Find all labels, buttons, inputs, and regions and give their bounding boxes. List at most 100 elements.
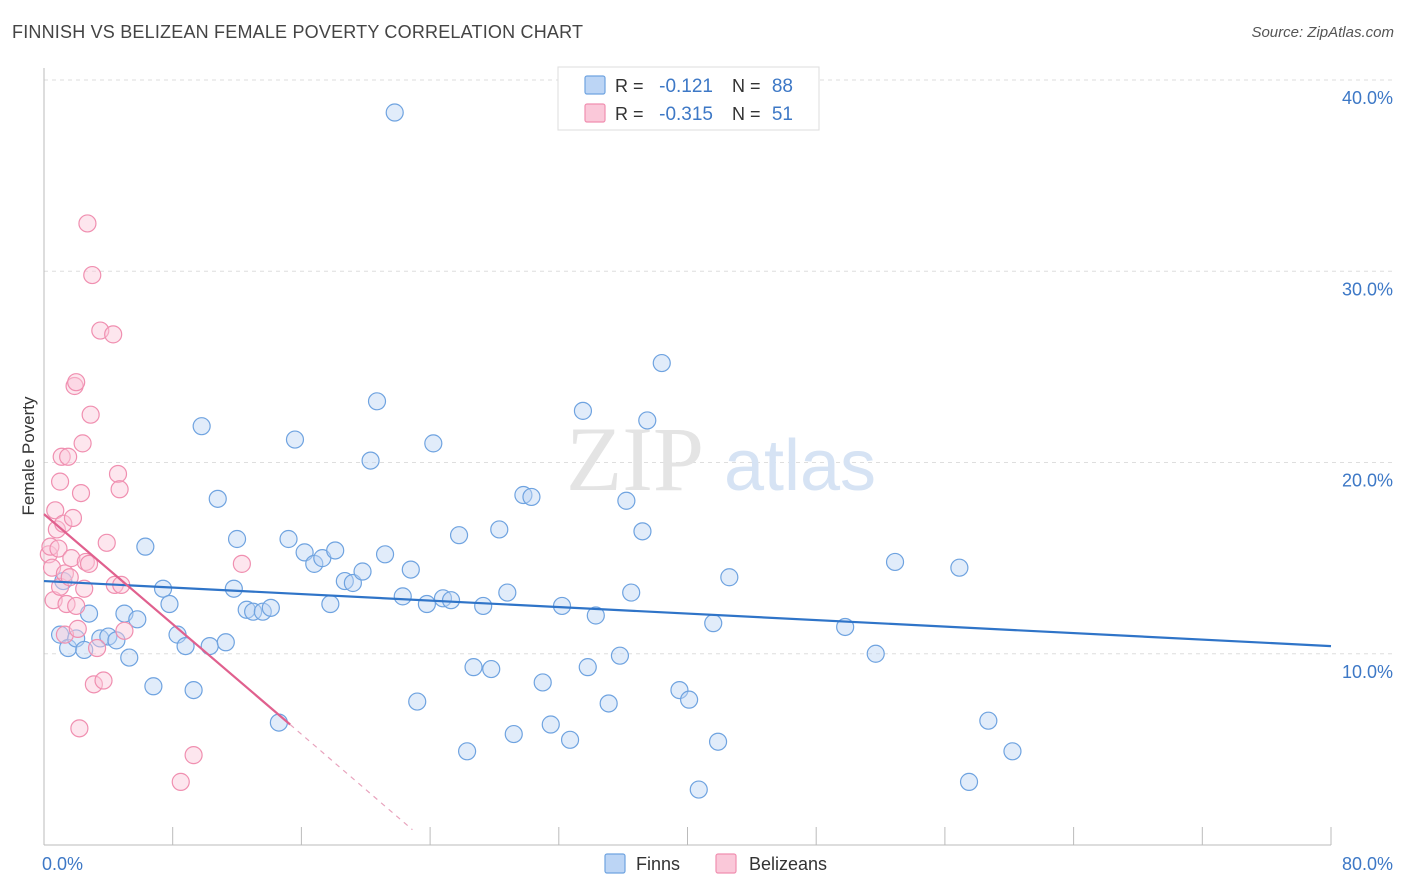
- finns-point-66: [578, 658, 597, 677]
- finns-point-44: [393, 587, 412, 606]
- finns-point-12: [136, 537, 155, 556]
- finns-point-40: [361, 451, 380, 470]
- finns-point-74: [652, 353, 671, 373]
- finns-point-77: [689, 780, 708, 799]
- belizeans-point-8: [50, 472, 70, 491]
- finns-point-56: [490, 520, 509, 539]
- finns-point-25: [237, 600, 256, 619]
- belizeans-trend-extension: [289, 724, 413, 831]
- legend-n-value-finns: 88: [772, 76, 793, 97]
- y-axis-label: Female Poverty: [19, 396, 38, 516]
- finns-point-13: [144, 677, 163, 696]
- finns-point-52: [458, 742, 477, 761]
- finns-trend-line: [43, 579, 1332, 648]
- finns-point-85: [959, 772, 979, 791]
- finns-point-21: [208, 489, 227, 508]
- belizeans-point-38: [108, 464, 128, 484]
- finns-point-57: [498, 583, 517, 602]
- belizeans-point-6: [49, 539, 68, 558]
- y-tick-label-3: 40.0%: [1342, 88, 1393, 108]
- belizeans-point-41: [115, 621, 134, 640]
- legend-swatch-finns: [584, 75, 606, 95]
- y-tick-labels: 10.0% 20.0% 30.0% 40.0%: [1342, 88, 1393, 682]
- legend-bottom-swatch-belizeans: [715, 853, 737, 874]
- finns-point-73: [638, 411, 657, 430]
- finns-point-30: [279, 529, 298, 549]
- finns-point-51: [449, 526, 469, 545]
- finns-point-15: [160, 594, 179, 614]
- finns-point-42: [375, 545, 395, 564]
- legend-stats: R = -0.121 N = 88 R = -0.315 N = 51: [557, 66, 820, 131]
- finns-point-80: [720, 568, 739, 587]
- finns-point-87: [1003, 742, 1022, 761]
- finns-point-18: [184, 680, 203, 700]
- belizeans-point-34: [94, 671, 113, 690]
- legend-swatch-belizeans: [584, 103, 606, 123]
- finns-point-19: [192, 417, 211, 436]
- belizeans-point-21: [68, 619, 87, 638]
- belizeans-point-23: [71, 484, 91, 503]
- finns-point-29: [269, 713, 288, 732]
- finns-point-69: [610, 646, 630, 665]
- belizeans-point-26: [76, 552, 95, 572]
- finns-point-14: [153, 579, 173, 598]
- belizeans-point-27: [78, 214, 97, 233]
- finns-point-50: [441, 591, 461, 610]
- belizeans-point-39: [110, 480, 129, 499]
- belizeans-point-20: [67, 596, 86, 616]
- y-tick-label-2: 30.0%: [1342, 279, 1393, 299]
- legend-r-value-finns: -0.121: [659, 76, 713, 97]
- finns-point-60: [522, 487, 541, 507]
- finns-point-72: [633, 522, 652, 541]
- finns-point-28: [261, 598, 280, 617]
- finns-point-55: [482, 659, 501, 679]
- source-label: Source: ZipAtlas.com: [1251, 24, 1394, 41]
- legend-r-label-finns: R =: [615, 76, 644, 96]
- finns-point-64: [560, 730, 580, 749]
- belizeans-point-14: [59, 447, 78, 466]
- finns-point-11: [128, 610, 147, 629]
- legend-n-value-belizeans: 51: [772, 104, 793, 125]
- belizeans-point-28: [79, 554, 99, 573]
- belizeans-point-17: [63, 508, 83, 528]
- finns-point-65: [573, 401, 593, 420]
- x-tick-labels: 0.0% 80.0%: [42, 854, 1393, 874]
- finns-point-36: [326, 541, 345, 560]
- belizeans-trend-line: [43, 513, 291, 726]
- finns-point-82: [866, 644, 885, 663]
- belizeans-point-16: [62, 549, 81, 568]
- finns-point-43: [385, 103, 404, 122]
- belizeans-point-29: [81, 405, 100, 424]
- belizeans-point-0: [39, 545, 58, 564]
- legend-r-value-belizeans: -0.315: [659, 104, 713, 125]
- belizeans-point-36: [104, 325, 123, 344]
- finns-point-68: [599, 694, 618, 713]
- belizeans-point-4: [46, 501, 65, 520]
- finns-point-48: [424, 434, 443, 453]
- finns-point-70: [617, 491, 636, 510]
- belizeans-point-19: [67, 373, 86, 392]
- finns-point-45: [401, 560, 420, 579]
- belizeans-point-24: [73, 434, 92, 453]
- legend-bottom-finns: Finns: [636, 854, 680, 874]
- finns-point-71: [622, 583, 641, 602]
- legend-n-label-finns: N =: [732, 76, 761, 96]
- finns-point-23: [224, 579, 243, 598]
- belizeans-point-22: [70, 719, 89, 738]
- finns-point-58: [504, 724, 523, 744]
- belizeans-point-32: [87, 638, 107, 658]
- belizeans-point-30: [83, 265, 102, 285]
- finns-point-76: [680, 690, 699, 709]
- finns-point-54: [474, 596, 493, 616]
- finns-point-22: [216, 633, 235, 652]
- finns-point-35: [321, 594, 340, 614]
- finns-point-62: [541, 715, 560, 734]
- finns-points: [50, 103, 1022, 799]
- belizeans-point-44: [232, 554, 251, 573]
- finns-point-39: [353, 562, 372, 581]
- legend-r-label-belizeans: R =: [615, 104, 644, 124]
- finns-point-67: [586, 606, 605, 625]
- finns-point-61: [533, 673, 552, 692]
- finns-point-24: [227, 529, 247, 549]
